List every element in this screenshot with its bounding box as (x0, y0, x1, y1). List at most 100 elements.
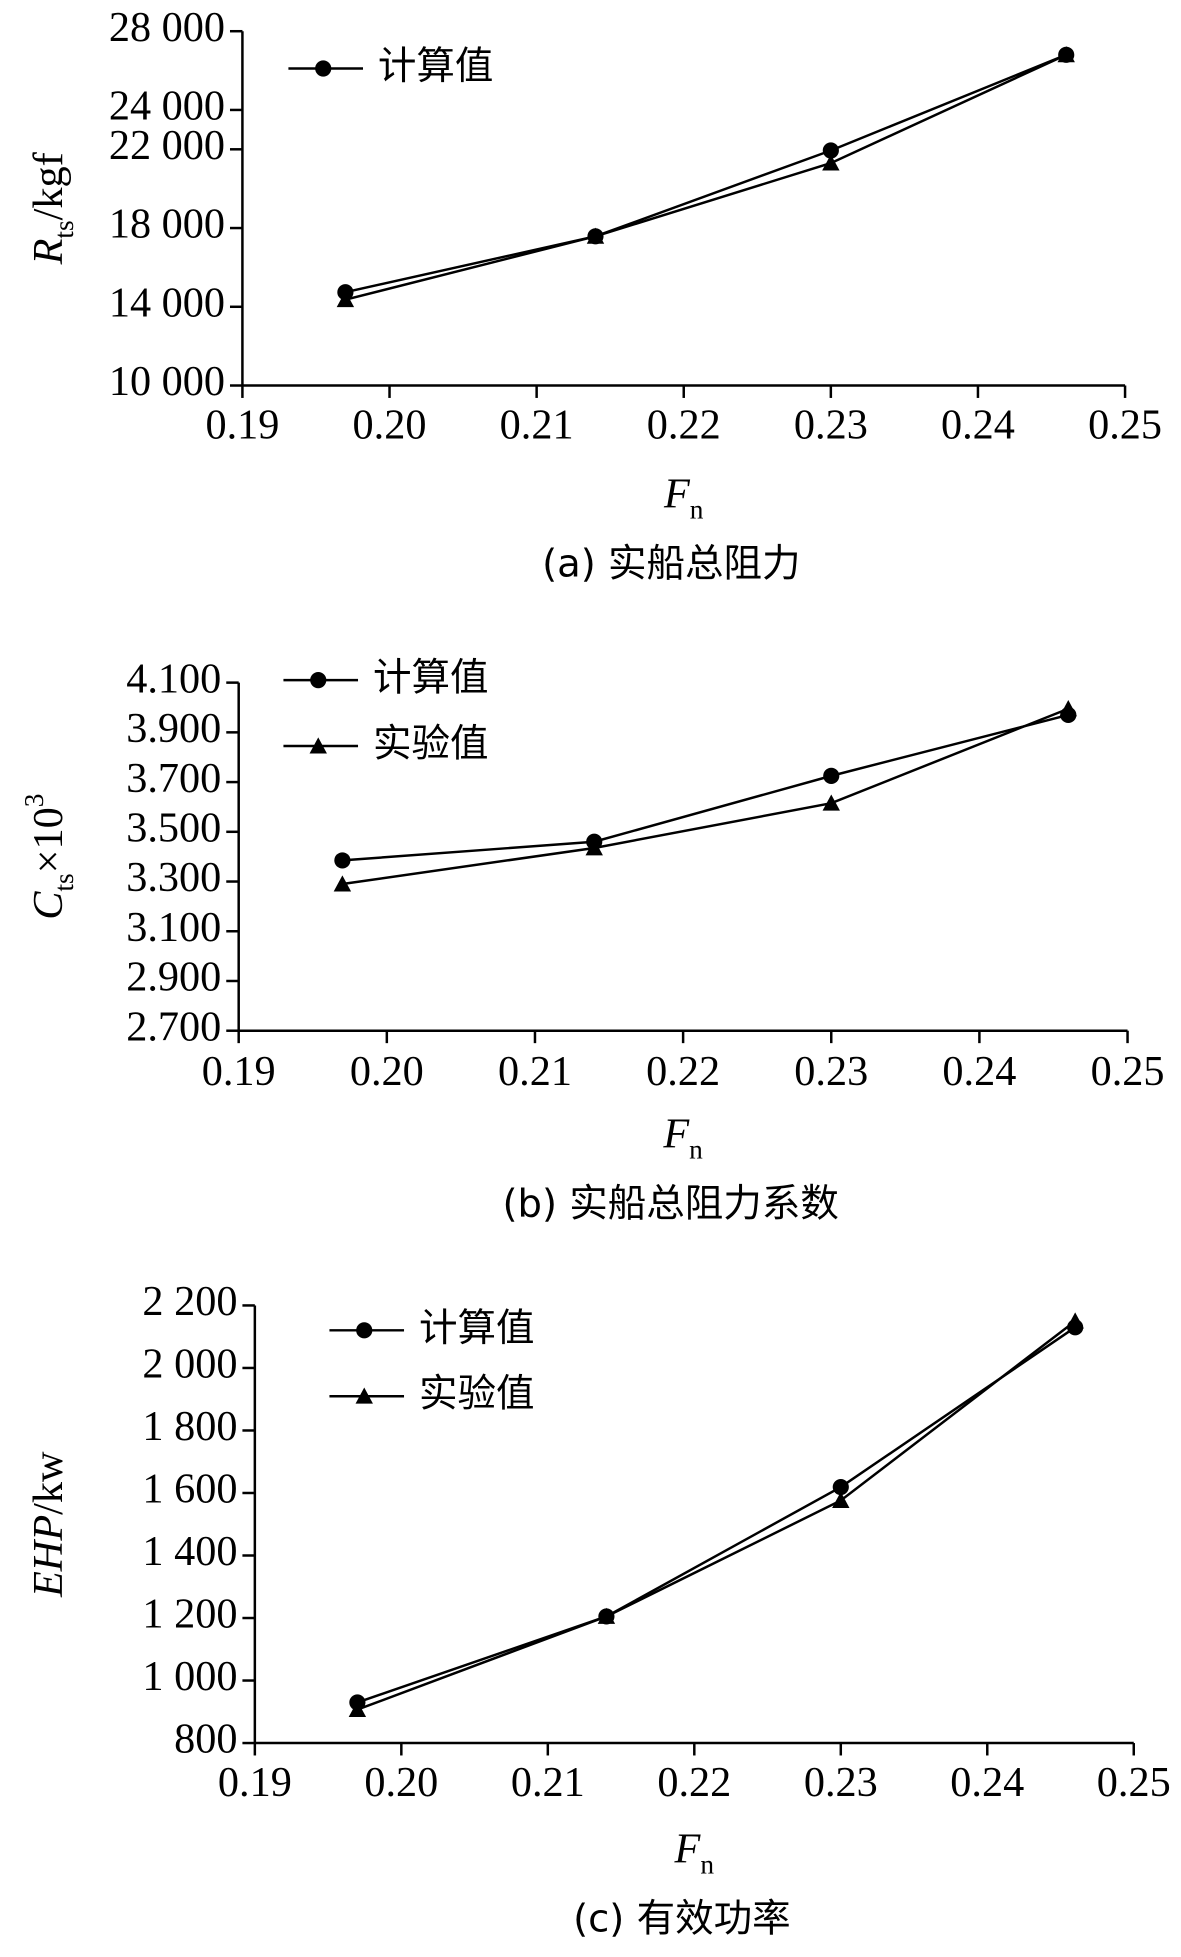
x-tick-label: 0.20 (364, 1759, 438, 1806)
y-tick-label: 1 600 (142, 1466, 237, 1513)
label-part: F (662, 1110, 690, 1157)
legend-label: 计算值 (419, 1306, 535, 1351)
caption: (c) 有效功率 (573, 1896, 791, 1941)
label-part: EHP (25, 1515, 72, 1598)
legend-label: 计算值 (378, 44, 494, 89)
legend-label: 实验值 (373, 722, 489, 767)
marker (585, 839, 603, 856)
y-tick-label: 2.700 (126, 1003, 221, 1050)
marker (348, 1700, 367, 1718)
y-axis-label: EHP/kw (25, 1451, 72, 1598)
x-axis-label: Fn (674, 1825, 715, 1880)
x-tick-label: 0.23 (794, 1048, 868, 1095)
marker (309, 737, 327, 754)
x-tick-label: 0.23 (804, 1759, 878, 1806)
y-tick-label: 2.900 (126, 954, 221, 1001)
x-axis-label: Fn (662, 1110, 703, 1165)
label-part: n (700, 1850, 714, 1880)
series-line (342, 707, 1069, 886)
y-tick-label: 10 000 (109, 358, 225, 405)
label-part: n (690, 495, 704, 525)
marker (310, 672, 327, 689)
marker (823, 767, 840, 784)
y-tick-label: 3.100 (126, 904, 221, 951)
marker (1066, 1312, 1084, 1329)
y-tick-label: 14 000 (109, 279, 225, 326)
x-tick-label: 0.24 (942, 1048, 1016, 1095)
marker (822, 142, 839, 159)
marker (832, 1491, 850, 1508)
y-tick-label: 1 400 (142, 1528, 237, 1575)
x-tick-label: 0.19 (202, 1048, 276, 1095)
series-line (356, 1326, 1076, 1704)
x-tick-label: 0.25 (1088, 402, 1162, 449)
x-tick-label: 0.21 (511, 1759, 585, 1806)
caption: (b) 实船总阻力系数 (503, 1181, 839, 1226)
label-part: /kw (25, 1451, 72, 1515)
label-part: ×10 (25, 807, 72, 873)
y-tick-label: 2 200 (142, 1278, 237, 1325)
marker (1057, 46, 1075, 63)
x-tick-label: 0.25 (1097, 1759, 1171, 1806)
series-line (356, 1320, 1076, 1711)
y-tick-label: 3.500 (126, 805, 221, 852)
y-tick-label: 800 (174, 1716, 237, 1763)
series-line (345, 53, 1067, 294)
x-tick-label: 0.22 (657, 1759, 731, 1806)
label-part: 3 (19, 794, 49, 808)
marker (822, 794, 840, 811)
x-tick-label: 0.24 (950, 1759, 1024, 1806)
y-tick-label: 24 000 (109, 83, 225, 130)
label-part: C (25, 891, 72, 920)
y-axis-label: Cts×103 (19, 794, 79, 920)
label-part: R (25, 238, 72, 265)
y-tick-label: 22 000 (109, 122, 225, 169)
y-tick-label: 4.100 (126, 655, 221, 702)
label-part: F (674, 1825, 702, 1872)
y-tick-label: 18 000 (109, 201, 225, 248)
y-tick-label: 1 200 (142, 1591, 237, 1638)
marker (356, 1322, 373, 1339)
x-tick-label: 0.19 (218, 1759, 292, 1806)
x-tick-label: 0.22 (647, 402, 721, 449)
x-tick-label: 0.23 (794, 402, 868, 449)
caption: (a) 实船总阻力 (542, 541, 800, 586)
x-tick-label: 0.20 (350, 1048, 424, 1095)
y-tick-label: 28 000 (109, 4, 225, 51)
series-line (345, 53, 1067, 301)
label-part: ts (49, 873, 79, 891)
y-tick-label: 3.900 (126, 705, 221, 752)
x-tick-label: 0.24 (941, 402, 1015, 449)
label-part: F (663, 470, 691, 517)
series-line (342, 713, 1069, 862)
marker (355, 1387, 373, 1404)
y-tick-label: 1 800 (142, 1403, 237, 1450)
y-tick-label: 3.700 (126, 755, 221, 802)
legend-label: 实验值 (419, 1372, 535, 1417)
label-part: ts (49, 220, 79, 238)
y-axis-label: Rts/kgf (25, 151, 80, 265)
y-tick-label: 2 000 (142, 1341, 237, 1388)
y-tick-label: 1 000 (142, 1653, 237, 1700)
marker (597, 1607, 616, 1624)
marker (586, 227, 605, 244)
marker (822, 154, 840, 171)
x-axis-label: Fn (663, 470, 704, 525)
label-part: n (689, 1135, 703, 1165)
x-tick-label: 0.21 (498, 1048, 572, 1095)
marker (336, 290, 355, 308)
x-tick-label: 0.21 (500, 402, 574, 449)
x-tick-label: 0.22 (646, 1048, 720, 1095)
marker (1059, 700, 1077, 717)
marker (333, 875, 352, 892)
y-tick-label: 3.300 (126, 854, 221, 901)
legend-label: 计算值 (373, 656, 489, 701)
x-tick-label: 0.19 (205, 402, 279, 449)
marker (334, 852, 351, 869)
label-part: /kgf (25, 151, 72, 220)
marker (315, 60, 332, 77)
marker (832, 1478, 849, 1496)
x-tick-label: 0.20 (353, 402, 427, 449)
